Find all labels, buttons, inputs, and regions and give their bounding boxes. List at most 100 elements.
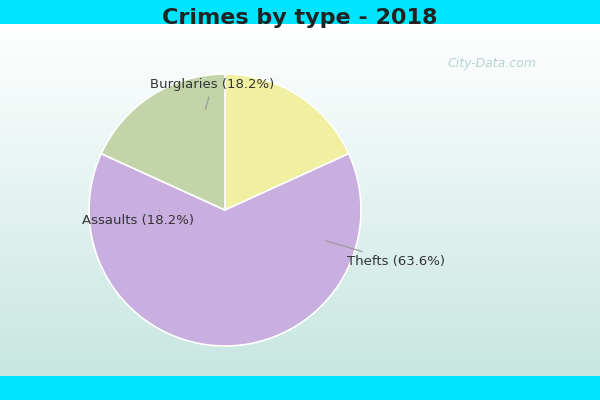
Bar — [0, 49, 600, 52]
Bar — [0, 161, 600, 165]
Bar — [0, 235, 600, 239]
Bar — [0, 108, 600, 112]
Bar — [0, 344, 600, 348]
Bar — [0, 168, 600, 172]
Bar — [0, 327, 600, 330]
Bar — [0, 119, 600, 122]
Bar — [0, 295, 600, 298]
Bar — [0, 288, 600, 292]
Bar — [0, 337, 600, 341]
Bar — [0, 175, 600, 179]
Bar — [0, 112, 600, 116]
Bar — [0, 348, 600, 351]
Bar — [0, 84, 600, 87]
Bar — [0, 214, 600, 218]
Bar — [0, 59, 600, 63]
Bar — [0, 190, 600, 193]
Bar — [0, 210, 600, 214]
Bar — [0, 313, 600, 316]
Bar — [0, 281, 600, 284]
Bar — [0, 154, 600, 158]
Wedge shape — [89, 154, 361, 346]
Bar — [0, 182, 600, 186]
Bar — [0, 137, 600, 140]
Bar — [0, 246, 600, 249]
Bar — [0, 130, 600, 133]
Bar — [0, 232, 600, 235]
Bar — [0, 56, 600, 59]
Bar — [0, 263, 600, 267]
Bar — [0, 34, 600, 38]
Bar — [0, 193, 600, 196]
Bar — [0, 147, 600, 151]
Bar — [0, 122, 600, 126]
Wedge shape — [225, 74, 349, 210]
Bar — [0, 87, 600, 91]
Bar — [0, 306, 600, 309]
Text: Assaults (18.2%): Assaults (18.2%) — [82, 210, 194, 227]
Bar — [0, 309, 600, 313]
Bar — [0, 256, 600, 260]
Bar — [0, 369, 600, 372]
Bar — [0, 228, 600, 232]
Bar — [0, 351, 600, 355]
Bar — [0, 221, 600, 225]
Bar — [0, 355, 600, 358]
Bar — [0, 77, 600, 80]
Bar — [0, 116, 600, 119]
Bar — [0, 102, 600, 105]
Bar — [0, 38, 600, 42]
Bar — [0, 218, 600, 221]
Bar — [0, 242, 600, 246]
Bar — [0, 31, 600, 34]
Bar — [0, 98, 600, 102]
Bar — [0, 204, 600, 207]
Bar — [0, 298, 600, 302]
Text: City-Data.com: City-Data.com — [448, 58, 536, 70]
Bar — [0, 341, 600, 344]
Bar — [0, 80, 600, 84]
Bar — [0, 105, 600, 108]
Bar — [0, 253, 600, 256]
Bar — [0, 63, 600, 66]
Bar — [0, 151, 600, 154]
Bar — [0, 316, 600, 320]
Bar — [0, 144, 600, 147]
Bar — [0, 270, 600, 274]
Bar — [0, 278, 600, 281]
Bar — [0, 126, 600, 130]
Bar — [0, 267, 600, 270]
Bar — [0, 225, 600, 228]
Bar — [0, 73, 600, 77]
Bar — [0, 140, 600, 144]
Bar — [0, 302, 600, 306]
Bar — [0, 274, 600, 278]
Bar — [0, 66, 600, 70]
Bar — [0, 292, 600, 295]
Bar — [0, 366, 600, 369]
Text: Crimes by type - 2018: Crimes by type - 2018 — [162, 8, 438, 28]
Bar — [0, 207, 600, 210]
Bar — [0, 172, 600, 175]
Bar — [0, 196, 600, 200]
Bar — [0, 320, 600, 323]
Bar — [0, 158, 600, 161]
Bar — [0, 358, 600, 362]
Text: Burglaries (18.2%): Burglaries (18.2%) — [150, 78, 274, 110]
Bar — [0, 362, 600, 366]
Bar — [0, 52, 600, 56]
Bar — [0, 260, 600, 263]
Bar — [0, 186, 600, 190]
Bar — [0, 372, 600, 376]
Bar — [0, 133, 600, 137]
Bar — [0, 24, 600, 28]
Bar — [0, 334, 600, 337]
Bar — [0, 200, 600, 204]
Bar — [0, 330, 600, 334]
Bar — [0, 70, 600, 73]
Bar — [0, 249, 600, 253]
Bar — [0, 45, 600, 49]
Wedge shape — [101, 74, 225, 210]
Bar — [0, 91, 600, 94]
Bar — [0, 42, 600, 45]
